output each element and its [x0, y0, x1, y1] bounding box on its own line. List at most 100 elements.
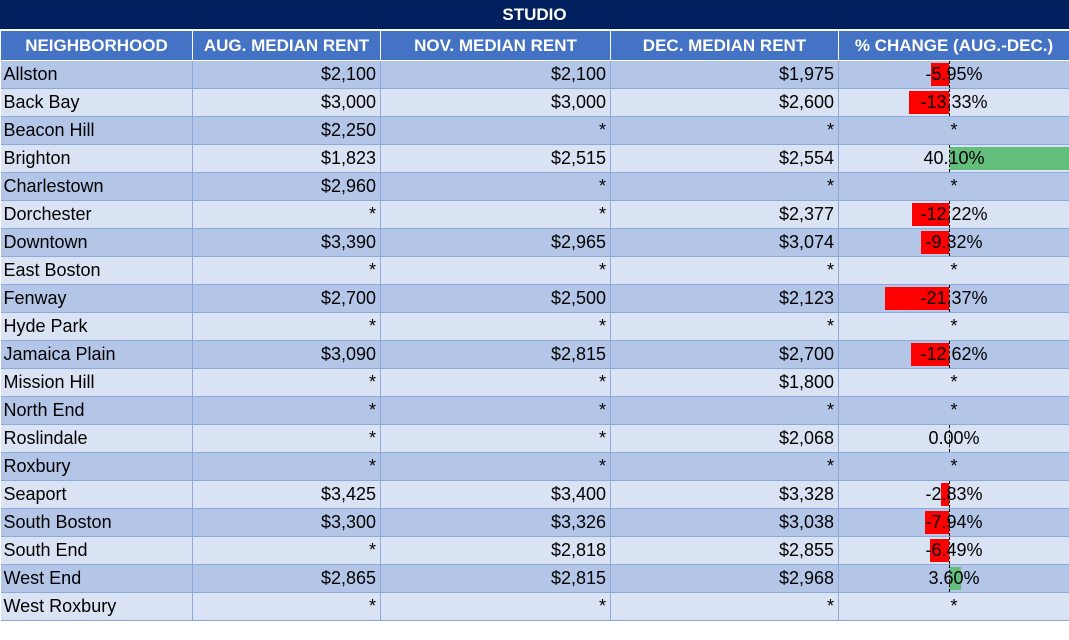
dec-rent-cell[interactable]: *: [610, 256, 839, 285]
nov-rent-cell[interactable]: *: [380, 452, 611, 481]
nov-rent-cell[interactable]: $2,815: [380, 564, 611, 593]
neighborhood-cell[interactable]: North End: [0, 396, 193, 425]
header-dec-rent[interactable]: DEC. MEDIAN RENT: [610, 30, 839, 61]
aug-rent-cell[interactable]: *: [192, 592, 381, 621]
aug-rent-cell[interactable]: $2,865: [192, 564, 381, 593]
neighborhood-cell[interactable]: Charlestown: [0, 172, 193, 201]
pct-change-cell[interactable]: 3.60%: [838, 564, 1069, 593]
pct-change-cell[interactable]: -12.22%: [838, 200, 1069, 229]
aug-rent-cell[interactable]: $2,250: [192, 116, 381, 145]
neighborhood-cell[interactable]: Allston: [0, 60, 193, 89]
nov-rent-cell[interactable]: $2,965: [380, 228, 611, 257]
dec-rent-cell[interactable]: *: [610, 452, 839, 481]
dec-rent-cell[interactable]: $2,123: [610, 284, 839, 313]
nov-rent-cell[interactable]: *: [380, 368, 611, 397]
pct-change-cell[interactable]: *: [838, 368, 1069, 397]
neighborhood-cell[interactable]: West Roxbury: [0, 592, 193, 621]
pct-change-cell[interactable]: *: [838, 116, 1069, 145]
aug-rent-cell[interactable]: *: [192, 368, 381, 397]
dec-rent-cell[interactable]: *: [610, 172, 839, 201]
nov-rent-cell[interactable]: *: [380, 256, 611, 285]
aug-rent-cell[interactable]: *: [192, 536, 381, 565]
pct-change-cell[interactable]: -7.94%: [838, 508, 1069, 537]
pct-change-cell[interactable]: -5.95%: [838, 60, 1069, 89]
pct-change-cell[interactable]: -21.37%: [838, 284, 1069, 313]
aug-rent-cell[interactable]: $2,960: [192, 172, 381, 201]
neighborhood-cell[interactable]: Dorchester: [0, 200, 193, 229]
neighborhood-cell[interactable]: East Boston: [0, 256, 193, 285]
neighborhood-cell[interactable]: Roxbury: [0, 452, 193, 481]
header-nov-rent[interactable]: NOV. MEDIAN RENT: [380, 30, 611, 61]
pct-change-cell[interactable]: *: [838, 396, 1069, 425]
dec-rent-cell[interactable]: *: [610, 312, 839, 341]
neighborhood-cell[interactable]: Roslindale: [0, 424, 193, 453]
dec-rent-cell[interactable]: $1,975: [610, 60, 839, 89]
header-pct-change[interactable]: % CHANGE (AUG.-DEC.): [838, 30, 1069, 61]
nov-rent-cell[interactable]: $3,000: [380, 88, 611, 117]
nov-rent-cell[interactable]: $2,100: [380, 60, 611, 89]
dec-rent-cell[interactable]: $3,328: [610, 480, 839, 509]
dec-rent-cell[interactable]: *: [610, 396, 839, 425]
neighborhood-cell[interactable]: Beacon Hill: [0, 116, 193, 145]
neighborhood-cell[interactable]: Downtown: [0, 228, 193, 257]
aug-rent-cell[interactable]: *: [192, 396, 381, 425]
neighborhood-cell[interactable]: Brighton: [0, 144, 193, 173]
pct-change-cell[interactable]: -2.83%: [838, 480, 1069, 509]
dec-rent-cell[interactable]: $2,554: [610, 144, 839, 173]
neighborhood-cell[interactable]: Jamaica Plain: [0, 340, 193, 369]
nov-rent-cell[interactable]: $3,400: [380, 480, 611, 509]
aug-rent-cell[interactable]: $3,300: [192, 508, 381, 537]
nov-rent-cell[interactable]: *: [380, 424, 611, 453]
aug-rent-cell[interactable]: $2,100: [192, 60, 381, 89]
aug-rent-cell[interactable]: $3,000: [192, 88, 381, 117]
pct-change-cell[interactable]: *: [838, 172, 1069, 201]
dec-rent-cell[interactable]: $2,600: [610, 88, 839, 117]
dec-rent-cell[interactable]: *: [610, 592, 839, 621]
pct-change-cell[interactable]: 40.10%: [838, 144, 1069, 173]
pct-change-cell[interactable]: -13.33%: [838, 88, 1069, 117]
neighborhood-cell[interactable]: South Boston: [0, 508, 193, 537]
aug-rent-cell[interactable]: $3,390: [192, 228, 381, 257]
neighborhood-cell[interactable]: Hyde Park: [0, 312, 193, 341]
aug-rent-cell[interactable]: $1,823: [192, 144, 381, 173]
neighborhood-cell[interactable]: Back Bay: [0, 88, 193, 117]
aug-rent-cell[interactable]: *: [192, 424, 381, 453]
dec-rent-cell[interactable]: $2,068: [610, 424, 839, 453]
dec-rent-cell[interactable]: $2,377: [610, 200, 839, 229]
nov-rent-cell[interactable]: $2,815: [380, 340, 611, 369]
nov-rent-cell[interactable]: *: [380, 592, 611, 621]
neighborhood-cell[interactable]: Seaport: [0, 480, 193, 509]
dec-rent-cell[interactable]: $1,800: [610, 368, 839, 397]
pct-change-cell[interactable]: *: [838, 592, 1069, 621]
dec-rent-cell[interactable]: $2,968: [610, 564, 839, 593]
nov-rent-cell[interactable]: $2,515: [380, 144, 611, 173]
neighborhood-cell[interactable]: South End: [0, 536, 193, 565]
pct-change-cell[interactable]: 0.00%: [838, 424, 1069, 453]
nov-rent-cell[interactable]: *: [380, 396, 611, 425]
dec-rent-cell[interactable]: *: [610, 116, 839, 145]
neighborhood-cell[interactable]: Fenway: [0, 284, 193, 313]
aug-rent-cell[interactable]: *: [192, 256, 381, 285]
dec-rent-cell[interactable]: $2,700: [610, 340, 839, 369]
header-aug-rent[interactable]: AUG. MEDIAN RENT: [192, 30, 381, 61]
dec-rent-cell[interactable]: $3,038: [610, 508, 839, 537]
pct-change-cell[interactable]: *: [838, 312, 1069, 341]
header-neighborhood[interactable]: NEIGHBORHOOD: [0, 30, 193, 61]
dec-rent-cell[interactable]: $3,074: [610, 228, 839, 257]
neighborhood-cell[interactable]: West End: [0, 564, 193, 593]
aug-rent-cell[interactable]: *: [192, 452, 381, 481]
aug-rent-cell[interactable]: *: [192, 312, 381, 341]
nov-rent-cell[interactable]: *: [380, 116, 611, 145]
nov-rent-cell[interactable]: $3,326: [380, 508, 611, 537]
aug-rent-cell[interactable]: $3,425: [192, 480, 381, 509]
pct-change-cell[interactable]: -6.49%: [838, 536, 1069, 565]
dec-rent-cell[interactable]: $2,855: [610, 536, 839, 565]
pct-change-cell[interactable]: *: [838, 452, 1069, 481]
aug-rent-cell[interactable]: $3,090: [192, 340, 381, 369]
nov-rent-cell[interactable]: *: [380, 172, 611, 201]
nov-rent-cell[interactable]: $2,500: [380, 284, 611, 313]
pct-change-cell[interactable]: -12.62%: [838, 340, 1069, 369]
nov-rent-cell[interactable]: *: [380, 312, 611, 341]
pct-change-cell[interactable]: -9.32%: [838, 228, 1069, 257]
nov-rent-cell[interactable]: $2,818: [380, 536, 611, 565]
